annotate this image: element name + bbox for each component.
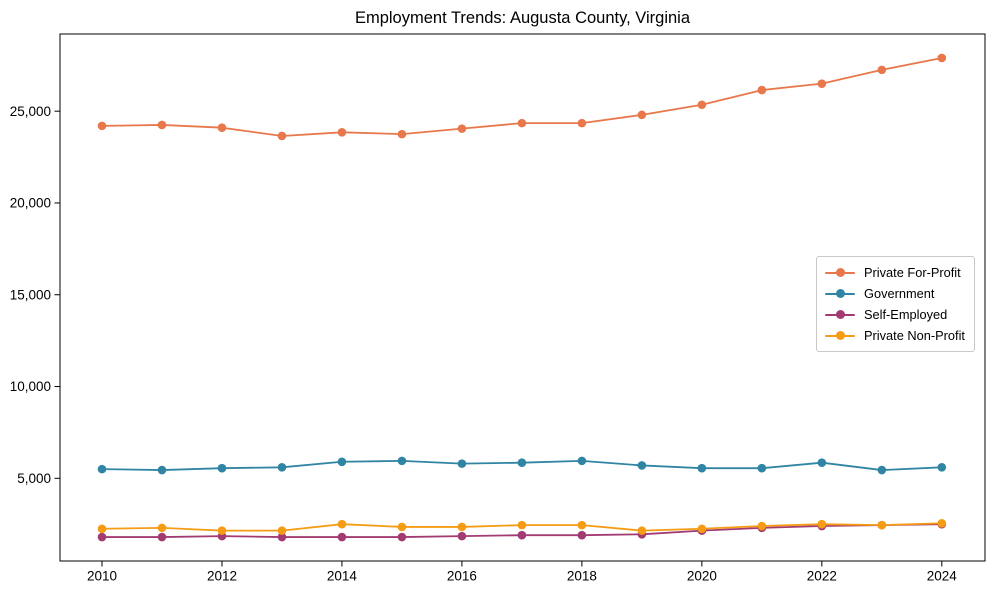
plot-frame — [59, 33, 986, 562]
series-government — [97, 456, 947, 475]
data-point-private-for-profit-2014 — [337, 127, 347, 137]
x-tick-label: 2010 — [87, 569, 117, 584]
legend-marker-icon — [825, 268, 855, 278]
data-point-private-for-profit-2017 — [517, 118, 527, 128]
data-point-self-employed-2010 — [97, 532, 107, 542]
data-point-government-2024 — [937, 462, 947, 472]
data-point-private-for-profit-2021 — [757, 85, 767, 95]
data-point-private-for-profit-2023 — [877, 65, 887, 75]
data-point-self-employed-2015 — [397, 532, 407, 542]
data-point-private-non-profit-2016 — [457, 522, 467, 532]
data-point-private-for-profit-2019 — [637, 110, 647, 120]
data-point-private-non-profit-2010 — [97, 524, 107, 534]
data-point-private-for-profit-2011 — [157, 120, 167, 130]
data-point-government-2021 — [757, 463, 767, 473]
y-axis: 5,000 10,000 15,000 20,000 25,000 — [10, 104, 60, 486]
data-point-private-for-profit-2013 — [277, 131, 287, 141]
data-point-private-for-profit-2020 — [697, 100, 707, 110]
chart-title: Employment Trends: Augusta County, Virgi… — [354, 9, 691, 27]
data-point-government-2013 — [277, 462, 287, 472]
data-point-self-employed-2017 — [517, 530, 527, 540]
data-point-government-2019 — [637, 461, 647, 470]
data-point-government-2022 — [817, 458, 827, 468]
y-tick-label: 10,000 — [10, 379, 51, 394]
legend-label-government: Government — [864, 286, 935, 301]
x-tick-label: 2014 — [327, 569, 358, 584]
data-point-self-employed-2018 — [577, 530, 587, 540]
legend-item-government: Government — [825, 283, 965, 304]
data-point-government-2016 — [457, 459, 467, 468]
x-tick-label: 2022 — [807, 569, 837, 584]
legend-label-self-employed: Self-Employed — [864, 307, 948, 322]
data-point-private-non-profit-2024 — [937, 518, 947, 528]
y-tick-label: 15,000 — [10, 287, 51, 302]
x-tick-label: 2016 — [447, 569, 477, 584]
data-point-private-non-profit-2013 — [277, 526, 287, 535]
data-point-private-non-profit-2021 — [757, 521, 767, 531]
data-point-government-2010 — [97, 464, 107, 474]
legend-label-private-non-profit: Private Non-Profit — [864, 328, 965, 343]
series-private-for-profit — [97, 53, 947, 141]
data-point-government-2018 — [577, 456, 587, 466]
data-point-private-non-profit-2022 — [817, 519, 827, 529]
data-point-private-non-profit-2017 — [517, 520, 527, 530]
x-tick-label: 2024 — [927, 569, 958, 584]
x-tick-label: 2018 — [567, 569, 597, 584]
data-point-private-non-profit-2012 — [217, 526, 227, 535]
data-point-government-2012 — [217, 463, 227, 473]
data-point-private-for-profit-2018 — [577, 118, 587, 128]
data-point-private-non-profit-2014 — [337, 519, 347, 529]
data-point-private-for-profit-2015 — [397, 129, 407, 139]
x-axis: 2010 2012 2014 2016 2018 2020 2022 2024 — [87, 561, 957, 584]
data-point-private-non-profit-2020 — [697, 524, 707, 534]
data-point-government-2020 — [697, 463, 707, 473]
legend-marker-icon — [825, 310, 855, 320]
data-point-government-2011 — [157, 465, 167, 475]
data-point-government-2015 — [397, 456, 407, 466]
legend: Private For-Profit Government Self-Employe… — [816, 256, 975, 352]
data-point-private-for-profit-2016 — [457, 124, 467, 133]
legend-marker-icon — [825, 331, 855, 341]
data-point-private-for-profit-2022 — [817, 79, 827, 88]
data-point-private-non-profit-2018 — [577, 520, 587, 530]
data-point-private-non-profit-2011 — [157, 523, 167, 533]
data-point-private-non-profit-2019 — [637, 526, 647, 535]
legend-item-private-for-profit: Private For-Profit — [825, 262, 965, 283]
x-tick-label: 2020 — [687, 569, 717, 584]
data-point-self-employed-2016 — [457, 531, 467, 541]
data-point-government-2017 — [517, 458, 527, 468]
legend-marker-icon — [825, 289, 855, 299]
data-point-private-for-profit-2012 — [217, 123, 227, 133]
y-tick-label: 5,000 — [17, 471, 51, 486]
legend-item-private-non-profit: Private Non-Profit — [825, 325, 965, 346]
data-point-private-for-profit-2010 — [97, 121, 107, 131]
data-point-private-for-profit-2024 — [937, 53, 947, 63]
data-point-private-non-profit-2023 — [877, 520, 887, 530]
y-tick-label: 20,000 — [10, 196, 51, 211]
data-point-government-2023 — [877, 465, 887, 475]
data-point-government-2014 — [337, 457, 347, 467]
data-point-private-non-profit-2015 — [397, 522, 407, 532]
data-point-self-employed-2014 — [337, 532, 347, 542]
series-private-non-profit — [97, 518, 947, 535]
y-tick-label: 25,000 — [10, 104, 51, 119]
x-tick-label: 2012 — [207, 569, 237, 584]
legend-label-private-for-profit: Private For-Profit — [864, 265, 961, 280]
data-point-self-employed-2013 — [277, 532, 287, 542]
data-point-self-employed-2011 — [157, 532, 167, 542]
legend-item-self-employed: Self-Employed — [825, 304, 965, 325]
